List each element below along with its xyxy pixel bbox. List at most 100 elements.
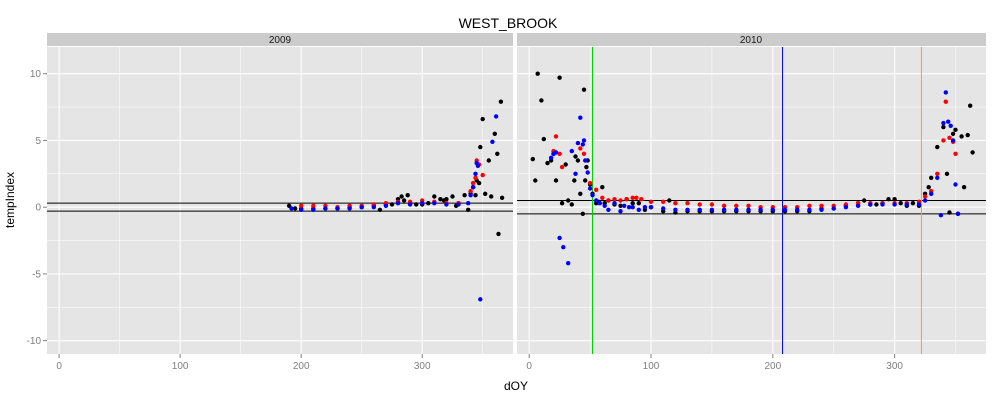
data-point <box>941 120 946 126</box>
data-point <box>311 203 316 208</box>
data-point <box>371 205 376 210</box>
data-point <box>530 156 535 162</box>
data-point <box>545 160 550 166</box>
data-point <box>563 162 568 167</box>
facet-2009: 2009 <box>47 33 513 354</box>
data-point <box>566 261 571 266</box>
data-point <box>541 136 546 142</box>
facet-label-2009: 2009 <box>269 35 292 46</box>
data-point <box>648 199 654 204</box>
data-point <box>600 185 605 190</box>
data-point <box>498 99 504 104</box>
data-point <box>622 203 627 208</box>
data-point <box>968 103 973 108</box>
facet-strip-2010 <box>517 33 986 46</box>
data-point <box>661 206 666 211</box>
grid-2009 <box>47 47 513 354</box>
data-point <box>639 197 644 202</box>
data-point <box>946 119 951 124</box>
data-point <box>581 151 587 156</box>
data-point <box>470 180 476 186</box>
data-point <box>642 205 648 210</box>
data-point <box>377 207 383 212</box>
data-point <box>299 203 304 208</box>
data-point <box>709 202 715 207</box>
data-point <box>473 171 478 176</box>
data-point <box>432 194 437 199</box>
data-point <box>557 75 562 80</box>
data-point <box>480 172 485 178</box>
data-point <box>432 201 437 206</box>
data-point <box>947 135 952 140</box>
data-point <box>938 213 944 218</box>
facet-2010: 2010 <box>517 33 986 354</box>
data-point <box>910 201 916 206</box>
x-axis-ticks: 0 100 200 300 0 100 200 300 <box>56 354 903 372</box>
data-point <box>566 198 571 203</box>
data-point <box>709 207 715 212</box>
data-point <box>444 202 449 207</box>
x-tick-label: 0 <box>56 361 62 372</box>
data-point <box>626 205 632 210</box>
data-point <box>489 194 494 199</box>
data-point <box>557 151 562 156</box>
data-point <box>943 90 948 95</box>
data-point <box>569 148 574 154</box>
data-point <box>948 123 953 128</box>
data-point <box>953 151 958 156</box>
data-point <box>634 195 639 200</box>
data-point <box>395 201 401 206</box>
data-point <box>553 134 559 139</box>
data-point <box>486 158 491 163</box>
data-point <box>922 198 928 203</box>
data-point <box>970 150 975 155</box>
data-point <box>597 201 602 206</box>
data-point <box>539 98 544 103</box>
data-point <box>831 206 836 211</box>
data-point <box>916 202 922 207</box>
data-point <box>941 138 946 143</box>
data-point <box>673 207 678 212</box>
data-point <box>904 202 909 207</box>
data-point <box>473 193 478 198</box>
data-point <box>585 170 590 175</box>
data-point <box>399 194 404 199</box>
data-point <box>473 175 478 180</box>
y-axis-label: tempIndex <box>3 172 17 228</box>
data-point <box>630 205 635 210</box>
data-point <box>468 193 473 198</box>
data-point <box>606 207 611 212</box>
data-point <box>795 207 800 212</box>
data-point <box>496 231 501 237</box>
data-point <box>746 203 751 208</box>
data-point <box>335 206 340 211</box>
data-point <box>807 207 812 212</box>
data-point <box>697 202 702 207</box>
data-point <box>420 201 425 206</box>
data-point <box>892 202 897 207</box>
data-point <box>935 175 940 180</box>
data-point <box>553 150 559 155</box>
data-point <box>572 178 577 183</box>
data-point <box>955 211 961 216</box>
chart-title: WEST_BROOK <box>459 15 558 31</box>
data-point <box>389 202 395 207</box>
data-point <box>490 139 495 144</box>
data-point <box>721 203 727 208</box>
data-point <box>347 206 352 211</box>
x-tick-label: 200 <box>293 361 310 372</box>
data-point <box>935 171 940 176</box>
x-tick-label: 100 <box>643 361 660 372</box>
data-point <box>961 185 967 190</box>
data-point <box>843 205 849 210</box>
data-point <box>959 134 964 139</box>
data-point <box>636 207 641 212</box>
data-point <box>581 138 587 143</box>
data-point <box>612 201 617 206</box>
x-tick-label: 100 <box>172 361 189 372</box>
data-point <box>478 297 483 302</box>
data-point <box>583 178 588 183</box>
data-point <box>618 203 623 208</box>
data-point <box>886 197 891 202</box>
data-point <box>581 87 587 92</box>
